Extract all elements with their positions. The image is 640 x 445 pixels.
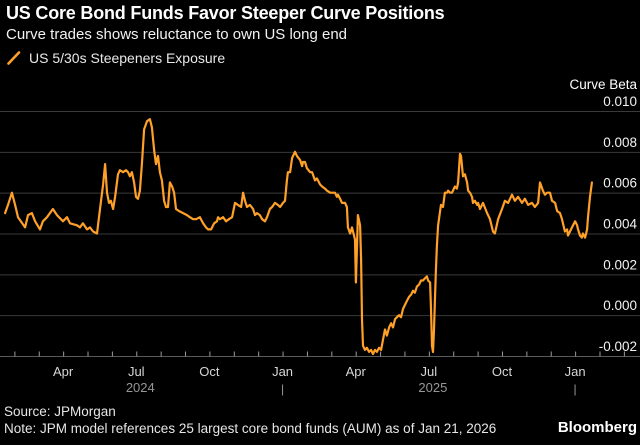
- y-axis-tick-label: -0.002: [599, 339, 637, 354]
- chart-title: US Core Bond Funds Favor Steeper Curve P…: [6, 3, 445, 23]
- note-text: Note: JPM model references 25 largest co…: [4, 421, 497, 436]
- year-boundary-marker: |: [281, 382, 284, 396]
- x-axis-tick-label: Oct: [199, 364, 220, 379]
- y-axis-tick-label: 0.008: [603, 135, 637, 150]
- year-label: 2025: [418, 380, 447, 395]
- bloomberg-wordmark: Bloomberg: [557, 419, 637, 436]
- legend: US 5/30s Steepeners Exposure: [7, 50, 225, 66]
- year-label: 2024: [126, 380, 155, 395]
- y-axis-tick-label: 0.010: [603, 94, 637, 109]
- x-axis-tick-label: Oct: [492, 364, 513, 379]
- chart-subtitle: Curve trades shows reluctance to own US …: [6, 26, 348, 43]
- x-axis-tick-label: Apr: [346, 364, 367, 379]
- exposure-line: [3, 118, 594, 356]
- x-axis-tick-label: Jan: [565, 364, 586, 379]
- y-axis-tick-label: 0.004: [603, 217, 637, 232]
- year-boundary-marker: |: [574, 382, 577, 396]
- y-axis-tick-label: 0.006: [603, 176, 637, 191]
- x-axis-tick-label: Jan: [272, 364, 293, 379]
- orange-slash-icon: [7, 51, 21, 65]
- x-axis-tick-label: Jul: [421, 364, 438, 379]
- legend-series-label: US 5/30s Steepeners Exposure: [29, 50, 226, 66]
- x-axis-tick-label: Jul: [128, 364, 145, 379]
- x-axis-tick-label: Apr: [53, 364, 74, 379]
- y-axis-tick-label: 0.000: [603, 298, 637, 313]
- y-axis-tick-label: 0.002: [603, 257, 637, 272]
- y-axis-title: Curve Beta: [569, 77, 637, 92]
- source-text: Source: JPMorgan: [4, 404, 116, 419]
